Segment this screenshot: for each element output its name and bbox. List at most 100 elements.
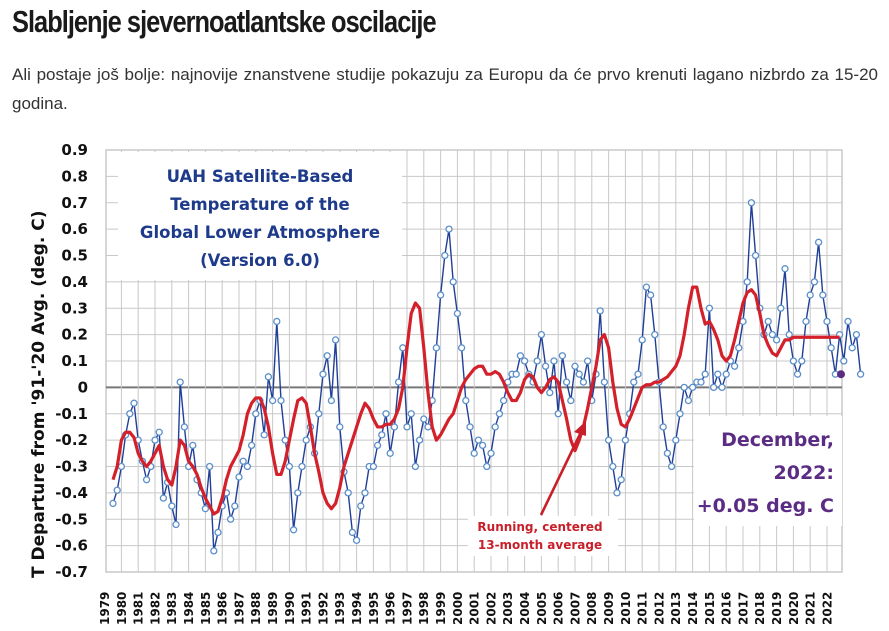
monthly-anomaly-point bbox=[210, 547, 218, 555]
monthly-anomaly-point bbox=[252, 410, 260, 418]
monthly-anomaly-point bbox=[550, 357, 558, 365]
monthly-anomaly-point bbox=[793, 370, 802, 378]
monthly-anomaly-point bbox=[180, 423, 189, 431]
monthly-anomaly-point bbox=[462, 396, 470, 405]
monthly-anomaly-point bbox=[373, 441, 382, 450]
monthly-anomaly-point bbox=[697, 378, 705, 386]
x-tick-label: 1981 bbox=[132, 592, 146, 625]
monthly-anomaly-point bbox=[357, 502, 365, 510]
y-tick-label: 0.4 bbox=[61, 273, 88, 291]
monthly-anomaly-point bbox=[646, 291, 655, 299]
monthly-anomaly-point bbox=[151, 436, 159, 444]
latest-value-line-2: 2022: bbox=[774, 462, 834, 484]
monthly-anomaly-point bbox=[642, 283, 651, 291]
x-tick-label: 2022 bbox=[820, 592, 834, 625]
monthly-anomaly-point bbox=[155, 428, 163, 436]
monthly-anomaly-point bbox=[743, 278, 751, 286]
monthly-anomaly-point bbox=[424, 423, 432, 431]
monthly-anomaly-point bbox=[336, 423, 344, 431]
chart-title-line-1: UAH Satellite-Based bbox=[167, 167, 354, 186]
monthly-anomaly-point bbox=[386, 449, 394, 457]
monthly-anomaly-point bbox=[680, 383, 688, 392]
monthly-anomaly-point bbox=[260, 431, 268, 439]
monthly-anomaly-point bbox=[621, 436, 630, 444]
monthly-anomaly-point bbox=[562, 378, 571, 386]
chart-title-line-4: (Version 6.0) bbox=[200, 251, 320, 270]
x-tick-label: 2011 bbox=[636, 592, 650, 625]
monthly-anomaly-point bbox=[516, 352, 525, 360]
monthly-anomaly-point bbox=[407, 410, 415, 418]
article-heading: Slabljenje sjevernoatlantske oscilacije bbox=[12, 4, 437, 39]
monthly-anomaly-point bbox=[856, 370, 865, 378]
monthly-anomaly-point bbox=[806, 291, 814, 299]
monthly-anomaly-point bbox=[483, 462, 491, 471]
last-data-point bbox=[837, 370, 845, 379]
monthly-anomaly-point bbox=[327, 396, 336, 405]
monthly-anomaly-point bbox=[168, 502, 176, 510]
monthly-anomaly-point bbox=[172, 520, 180, 529]
monthly-anomaly-point bbox=[390, 423, 399, 431]
monthly-anomaly-point bbox=[344, 489, 352, 497]
y-tick-label: 0.7 bbox=[61, 194, 88, 212]
x-tick-label: 1997 bbox=[400, 592, 414, 625]
monthly-anomaly-point bbox=[319, 370, 327, 378]
monthly-anomaly-point bbox=[827, 344, 835, 352]
x-tick-label: 2010 bbox=[619, 592, 633, 625]
monthly-anomaly-point bbox=[302, 436, 310, 444]
annotation-arrowhead bbox=[574, 421, 586, 436]
x-tick-label: 2003 bbox=[501, 592, 515, 625]
latest-value-line-3: +0.05 deg. C bbox=[697, 495, 834, 517]
monthly-anomaly-point bbox=[667, 462, 676, 471]
article-intro: Ali postaje još bolje: najnovije znanstv… bbox=[12, 65, 878, 113]
monthly-anomaly-point bbox=[264, 373, 273, 381]
monthly-anomaly-point bbox=[718, 383, 726, 392]
monthly-anomaly-point bbox=[273, 317, 281, 326]
monthly-anomaly-point bbox=[117, 462, 126, 471]
x-tick-label: 2016 bbox=[720, 592, 734, 625]
monthly-anomaly-point bbox=[399, 344, 407, 352]
monthly-anomaly-point bbox=[613, 489, 621, 497]
monthly-anomaly-point bbox=[802, 317, 810, 326]
monthly-anomaly-point bbox=[285, 462, 294, 471]
y-tick-label: -0.2 bbox=[55, 431, 88, 449]
x-tick-label: 2004 bbox=[518, 592, 532, 625]
monthly-anomaly-point bbox=[243, 462, 252, 471]
monthly-anomaly-point bbox=[420, 415, 428, 423]
monthly-anomaly-point bbox=[369, 462, 378, 471]
monthly-anomaly-point bbox=[798, 357, 806, 365]
running-average-line bbox=[111, 285, 840, 516]
monthly-anomaly-point bbox=[142, 476, 151, 484]
monthly-anomaly-point bbox=[512, 370, 520, 378]
x-tick-label: 2009 bbox=[602, 592, 616, 625]
monthly-anomaly-point bbox=[298, 462, 306, 471]
monthly-anomaly-point bbox=[777, 304, 785, 312]
monthly-anomaly-point bbox=[705, 304, 714, 312]
x-tick-label: 2013 bbox=[669, 592, 683, 625]
monthly-anomaly-point bbox=[810, 278, 819, 286]
monthly-anomaly-point bbox=[735, 344, 743, 352]
x-tick-label: 1994 bbox=[350, 592, 364, 625]
y-tick-label: -0.7 bbox=[55, 563, 88, 581]
x-tick-label: 2017 bbox=[736, 592, 750, 625]
y-axis-ticks: 0.9 0.8 0.7 0.6 0.5 0.4 0.3 0.2 0.1 0 -0.1 -0.2 -0.3… bbox=[55, 141, 88, 581]
chart-title-line-2: Temperature of the bbox=[170, 195, 350, 214]
x-tick-label: 1995 bbox=[367, 592, 381, 625]
monthly-anomaly-point bbox=[785, 330, 793, 339]
x-tick-label: 1998 bbox=[417, 592, 431, 625]
monthly-anomaly-point bbox=[130, 399, 138, 407]
monthly-anomaly-point bbox=[672, 436, 680, 444]
monthly-anomaly-point bbox=[676, 410, 684, 418]
x-tick-label: 2002 bbox=[484, 592, 498, 625]
monthly-anomaly-point bbox=[491, 423, 499, 431]
x-tick-label: 2021 bbox=[804, 592, 818, 625]
monthly-anomaly-point bbox=[315, 410, 323, 418]
x-tick-label: 2000 bbox=[451, 592, 465, 625]
monthly-anomaly-point bbox=[348, 528, 357, 537]
monthly-anomaly-point bbox=[630, 378, 638, 386]
monthly-anomaly-point bbox=[583, 357, 592, 365]
monthly-anomaly-point bbox=[281, 436, 289, 444]
monthly-anomaly-point bbox=[781, 265, 789, 273]
monthly-anomaly-point bbox=[226, 515, 235, 523]
monthly-anomaly-point bbox=[722, 370, 730, 378]
monthly-anomaly-point bbox=[684, 396, 693, 405]
